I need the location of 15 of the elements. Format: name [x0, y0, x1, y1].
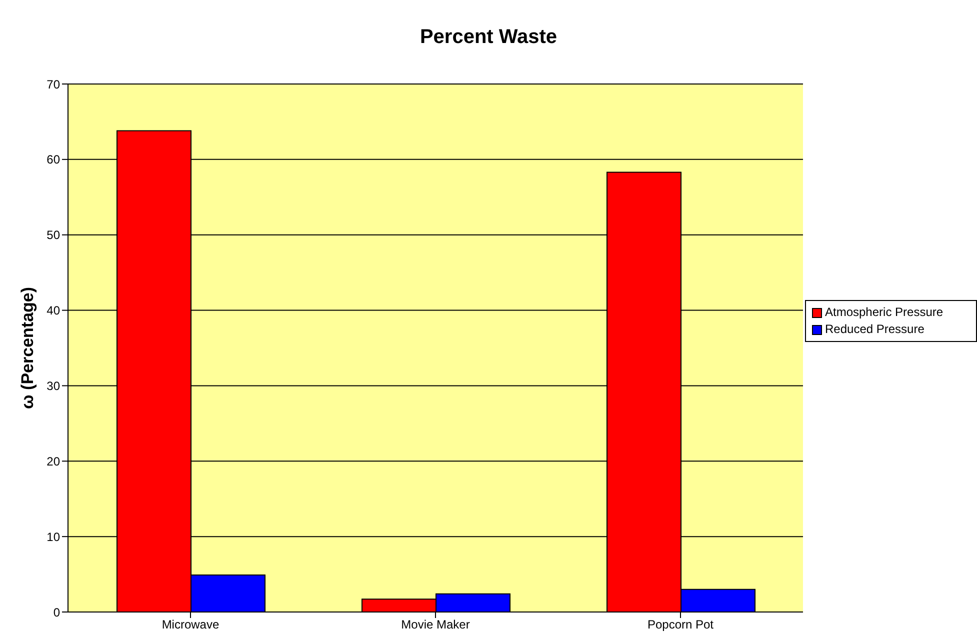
x-tick-label: Microwave	[162, 618, 220, 632]
legend-label: Reduced Pressure	[825, 321, 924, 338]
legend-label: Atmospheric Pressure	[825, 304, 944, 321]
y-tick-label: 70	[46, 77, 60, 92]
x-tick-label: Popcorn Pot	[647, 618, 714, 632]
x-tick-label: Movie Maker	[401, 618, 470, 632]
y-tick-label: 30	[46, 378, 60, 393]
y-axis-title: ω (Percentage)	[18, 286, 38, 410]
y-tick-label: 40	[46, 304, 60, 318]
y-tick-label: 20	[46, 454, 60, 468]
y-tick-label: 50	[46, 228, 60, 242]
y-tick-label: 60	[46, 152, 60, 167]
y-tick-label: 0	[53, 605, 60, 620]
y-tick-label: 10	[46, 530, 60, 544]
chart-title: Percent Waste	[418, 26, 558, 49]
